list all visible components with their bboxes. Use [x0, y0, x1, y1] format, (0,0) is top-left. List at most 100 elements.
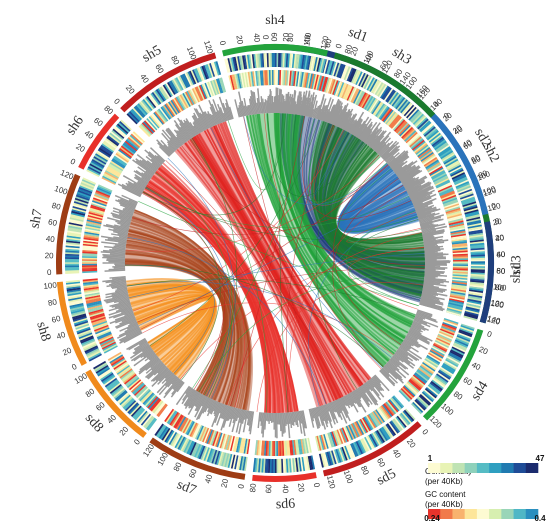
- gc-content-cell: [131, 382, 145, 394]
- gray-bar: [409, 329, 433, 342]
- gene-density-cell: [71, 209, 86, 215]
- gray-bar: [409, 191, 419, 198]
- gene-density-cell: [174, 435, 183, 449]
- gene-density-cell: [333, 449, 340, 464]
- gc-content-cell: [97, 185, 112, 194]
- gene-density-cell: [392, 95, 403, 108]
- gray-bar: [411, 324, 422, 331]
- gray-bar: [424, 248, 444, 252]
- gene-density-cell: [201, 65, 208, 80]
- gc-content-cell: [229, 436, 235, 452]
- chromosome-label-sd5: sd5: [375, 466, 399, 488]
- gc-content-cell: [436, 336, 451, 345]
- gene-density-cell: [271, 458, 274, 473]
- gray-bar: [324, 112, 329, 122]
- gc-content-cell: [368, 413, 378, 428]
- gray-bar: [407, 332, 430, 345]
- gene-density-cell: [462, 202, 477, 209]
- gray-bar: [414, 317, 439, 328]
- gray-bar: [424, 259, 437, 261]
- gc-content-cell: [174, 97, 184, 112]
- gc-content-cell: [451, 281, 467, 285]
- gc-content-cell: [447, 216, 463, 222]
- gray-bar: [175, 385, 190, 406]
- cross-link-curve: [264, 113, 382, 370]
- gray-bar: [107, 238, 127, 243]
- gray-bar: [231, 408, 239, 433]
- gene-density-cell: [120, 119, 132, 131]
- gene-density-cell: [233, 56, 239, 71]
- gene-density-cell: [391, 94, 402, 107]
- gc-content-cell: [235, 73, 241, 89]
- gray-bar: [104, 245, 126, 250]
- gray-bar: [347, 123, 353, 133]
- gc-content-cell: [165, 409, 176, 423]
- gc-content-cell: [425, 159, 439, 169]
- gc-content-cell: [88, 307, 104, 313]
- tick-label: 0: [494, 217, 501, 227]
- gray-bar: [114, 302, 131, 309]
- gene-density-cell: [421, 122, 433, 134]
- gray-bar: [112, 210, 133, 218]
- tick-label: 0: [69, 157, 77, 167]
- gray-bar: [406, 180, 426, 192]
- gray-bar: [213, 401, 219, 412]
- gene-density-cell: [219, 451, 225, 466]
- gc-content-cell: [146, 118, 158, 131]
- gene-density-cell: [253, 53, 257, 69]
- gray-bar: [275, 95, 277, 114]
- gc-content-cell: [345, 85, 353, 101]
- gene-density-cell: [442, 362, 456, 372]
- gene-density-cell: [127, 402, 139, 414]
- gene-density-cell: [321, 452, 328, 467]
- gene-density-cell: [377, 429, 387, 443]
- gc-content-cell: [378, 406, 389, 420]
- gene-density-cell: [366, 77, 375, 91]
- gene-density-cell: [310, 455, 316, 470]
- gc-content-cell: [451, 238, 467, 242]
- tick-label: 80: [496, 266, 506, 275]
- gene-density-cell: [177, 436, 186, 450]
- gray-bar: [201, 396, 208, 407]
- gc-content-cell: [370, 412, 380, 426]
- gray-bar: [419, 300, 443, 309]
- gene-density-cell: [469, 236, 484, 240]
- gene-density-cell: [451, 346, 465, 355]
- gc-content-cell: [97, 333, 113, 342]
- gene-density-cell: [107, 135, 120, 145]
- gray-bar: [211, 103, 221, 124]
- gray-bar: [108, 309, 133, 319]
- gc-content-cell: [324, 77, 330, 93]
- gene-density-cell: [115, 391, 128, 402]
- gene-density-cell: [454, 179, 469, 187]
- gray-bar: [408, 330, 428, 341]
- gc-content-cell: [440, 325, 456, 333]
- gc-content-cell: [375, 409, 386, 423]
- tick-label: 140: [486, 314, 502, 326]
- gc-content-cell: [151, 399, 163, 413]
- gc-content-cell: [425, 356, 440, 366]
- gc-content-cell: [196, 86, 204, 101]
- gray-bar: [227, 406, 234, 421]
- gray-bar: [379, 370, 396, 387]
- gc-content-cell: [244, 72, 249, 88]
- gray-bar: [165, 372, 174, 382]
- gene-density-cell: [121, 396, 133, 408]
- gene-density-cell: [301, 54, 305, 69]
- gene-density-cell: [439, 368, 453, 378]
- gray-bar: [133, 182, 145, 190]
- gene-density-cell: [146, 95, 157, 109]
- gc-content-cell: [449, 226, 465, 231]
- gc-content-cell: [437, 183, 452, 192]
- gene-density-cell: [138, 102, 150, 114]
- gc-content-cell: [452, 278, 468, 282]
- gc-content-cell: [434, 178, 450, 187]
- gc-content-cell: [250, 71, 255, 87]
- gene-density-cell: [78, 332, 93, 340]
- gray-bar: [423, 280, 441, 285]
- gray-bar: [114, 312, 134, 321]
- gray-bar: [424, 274, 438, 278]
- gray-bar: [169, 139, 178, 150]
- gc-content-cell: [170, 99, 180, 114]
- gc-content-cell: [316, 75, 322, 91]
